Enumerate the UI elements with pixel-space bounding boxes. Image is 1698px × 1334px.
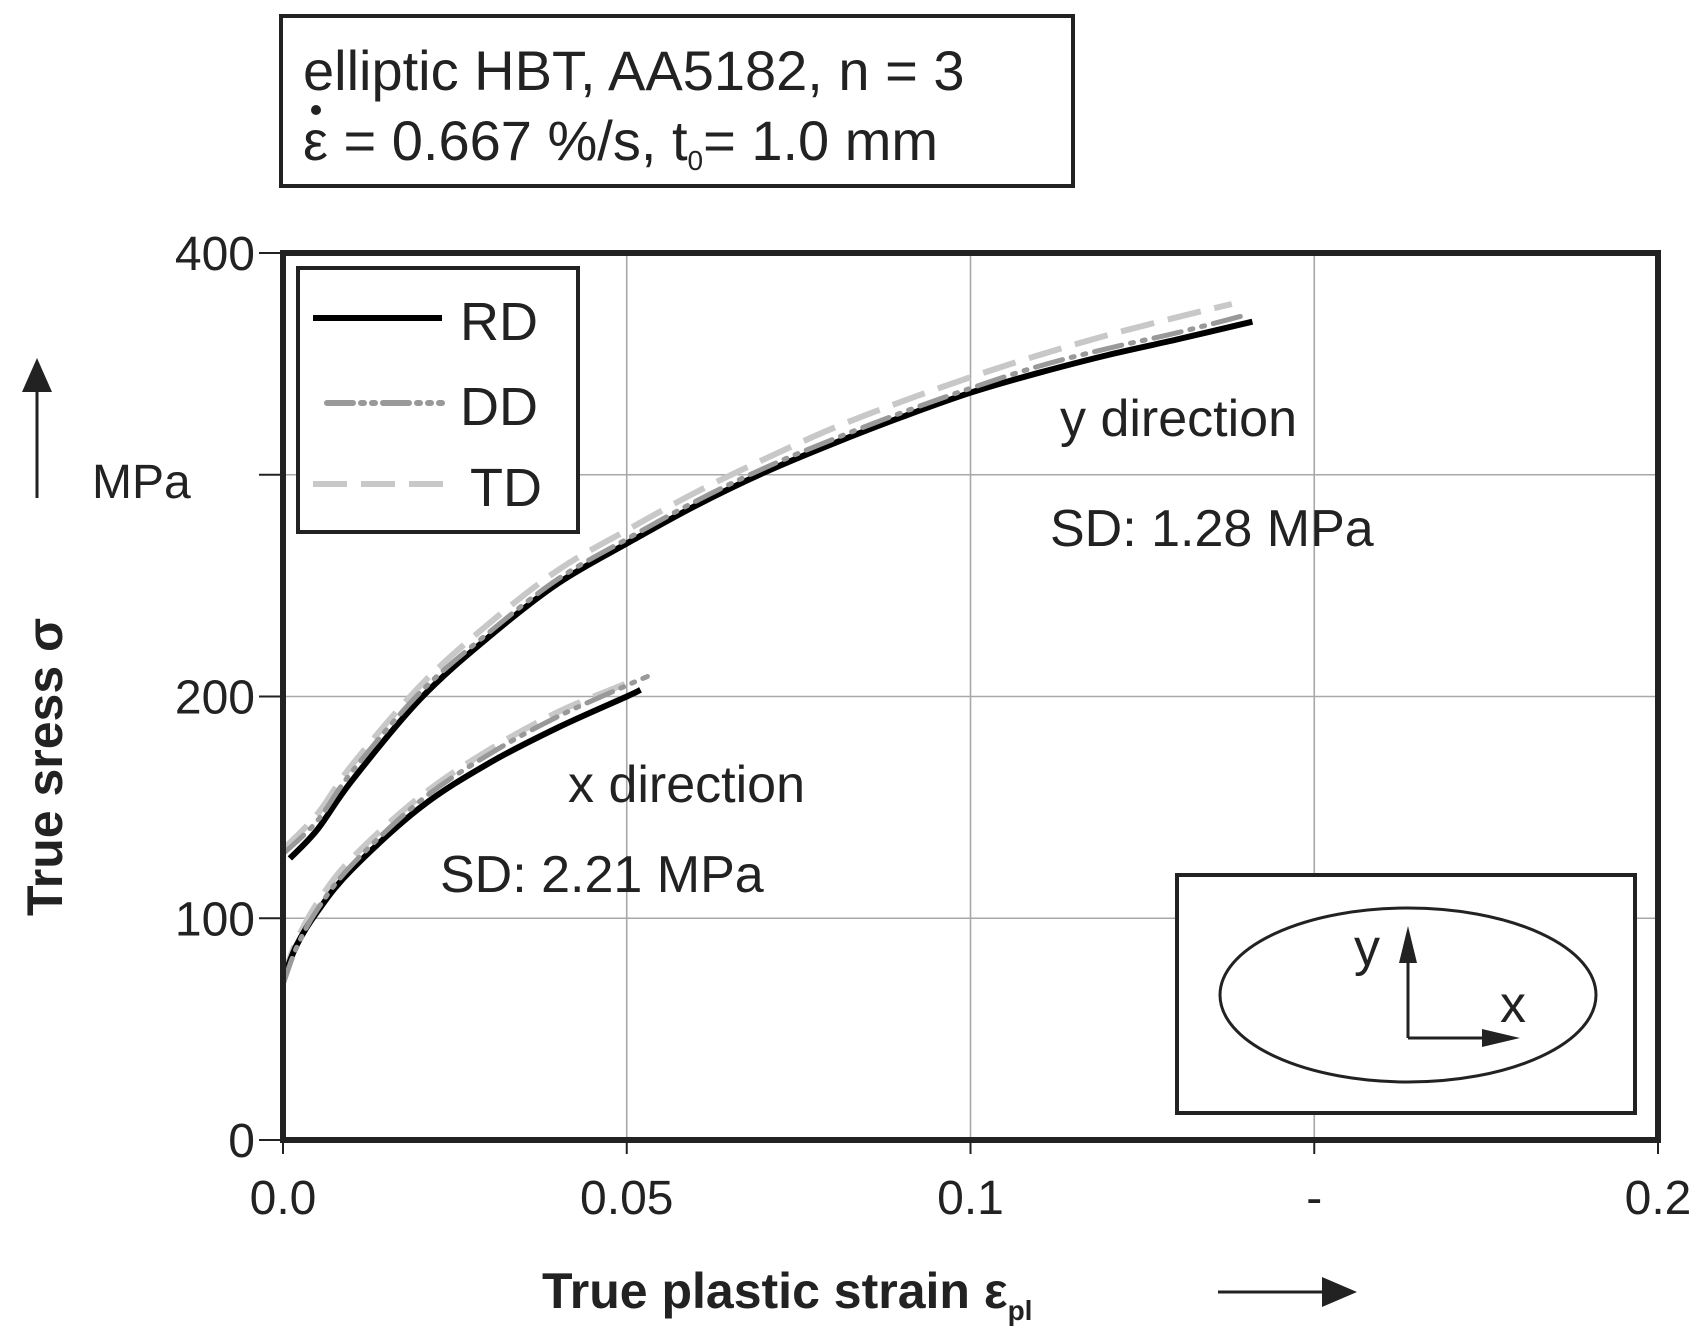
strain-rate-symbol: ε (303, 109, 328, 172)
inset-box (1175, 873, 1637, 1115)
x-axis-title: True plastic strain εpl (542, 1263, 1032, 1326)
x-axis-title-subscript: pl (1008, 1295, 1033, 1326)
legend-label-rd: RD (460, 292, 538, 352)
title-box: elliptic HBT, AA5182, n = 3 ε = 0.667 %/… (279, 14, 1075, 188)
x-tick-label: 0.2 (1625, 1172, 1692, 1225)
x-tick-labels: 0.0 0.05 0.1 - 0.2 (250, 1172, 1692, 1225)
y-axis-unit: MPa (92, 456, 191, 509)
series-dd-y-curve (280, 312, 1248, 857)
y-tick-labels: 0 100 200 400 (175, 228, 255, 1168)
series-rd-y-curve (287, 318, 1254, 861)
inset-y-label: y (1354, 919, 1380, 977)
y-tick-label: 200 (175, 672, 255, 725)
y-tick-label: 400 (175, 228, 255, 281)
annotation-x-direction: x direction (568, 756, 805, 814)
inset-x-arrowhead (1482, 1029, 1520, 1047)
specimen-ellipse (1218, 906, 1598, 1084)
series-td-x-curve (280, 675, 638, 980)
annotation-x-sd: SD: 2.21 MPa (440, 846, 764, 904)
x-axis-arrow (1218, 1277, 1357, 1307)
title-line-1: elliptic HBT, AA5182, n = 3 (303, 39, 965, 102)
legend: RD DD TD (296, 266, 580, 534)
series-dd-x-curve (280, 674, 650, 988)
annotation-y-sd: SD: 1.28 MPa (1050, 500, 1374, 558)
series-rd-x-curve (280, 687, 642, 982)
inset-y-arrowhead (1399, 926, 1417, 963)
strain-rate-text: = 0.667 %/s, t (328, 109, 688, 172)
specimen-inset: y x (1175, 873, 1637, 1115)
y-axis-arrow (22, 358, 52, 498)
y-tick-label: 0 (228, 1115, 255, 1168)
x-tick-label: 0.05 (580, 1172, 673, 1225)
legend-label-td: TD (470, 458, 542, 518)
y-axis-title: True sress σ (17, 618, 73, 916)
title-line-2: ε = 0.667 %/s, t0= 1.0 mm (303, 109, 938, 176)
x-tick-label: 0.0 (250, 1172, 317, 1225)
series-td-y-curve (280, 301, 1233, 852)
title-border (279, 14, 1075, 188)
strain-rate-dot (311, 105, 321, 115)
x-axis-title-main: True plastic strain ε (542, 1263, 1008, 1319)
thickness-subscript: 0 (688, 145, 704, 176)
y-tick-label: 100 (175, 893, 255, 946)
x-tick-label: - (1306, 1172, 1322, 1225)
axis-ticks (259, 252, 1659, 1154)
curves (280, 301, 1254, 988)
legend-label-dd: DD (460, 377, 538, 437)
thickness-text: = 1.0 mm (703, 109, 938, 172)
inset-x-label: x (1500, 976, 1526, 1034)
x-tick-label: 0.1 (937, 1172, 1004, 1225)
annotation-y-direction: y direction (1060, 390, 1297, 448)
